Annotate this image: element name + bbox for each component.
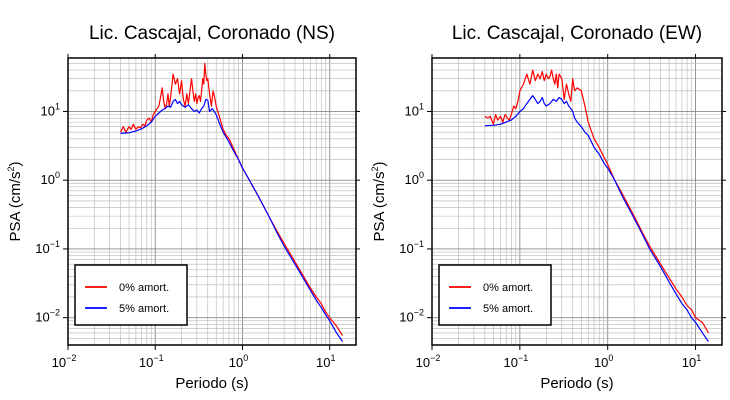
x-tick-label: 100 (594, 353, 613, 370)
chart-panel-0: Lic. Cascajal, Coronado (NS) 10−2 10−1 100 1… (6, 23, 360, 392)
x-tick-label: 10−2 (416, 353, 441, 370)
plot-frame (431, 57, 723, 346)
legend-label-1: 5% amort. (119, 303, 169, 315)
x-tick-label: 101 (682, 353, 701, 370)
legend-box (74, 264, 188, 326)
x-tick-label: 10−2 (52, 353, 77, 370)
x-tick-label: 10−1 (139, 353, 164, 370)
y-tick-label: 100 (41, 170, 60, 187)
x-axis-label: Periodo (s) (175, 375, 248, 392)
x-tick-label: 10−1 (503, 353, 528, 370)
x-axis-label: Periodo (s) (540, 375, 613, 392)
y-axis-label: PSA (cm/s2) (6, 161, 24, 241)
series-line-1 (484, 94, 709, 342)
chart-title: Lic. Cascajal, Coronado (NS) (89, 23, 335, 44)
legend-label-0: 0% amort. (119, 282, 169, 294)
legend-box (438, 264, 552, 326)
y-tick-label: 10−2 (399, 308, 424, 325)
y-tick-label: 100 (405, 170, 424, 187)
series-line-1 (120, 98, 343, 342)
x-tick-label: 101 (316, 353, 335, 370)
legend-label-1: 5% amort. (483, 303, 533, 315)
legend: 0% amort. 5% amort. (74, 264, 188, 326)
y-tick-label: 10−2 (35, 308, 60, 325)
y-axis-label: PSA (cm/s2) (370, 161, 388, 241)
y-tick-label: 101 (405, 101, 424, 118)
x-tick-label: 100 (229, 353, 248, 370)
chart-panel-1: Lic. Cascajal, Coronado (EW) 10−2 10−1 100 1… (370, 23, 726, 392)
legend: 0% amort. 5% amort. (438, 264, 552, 326)
y-tick-label: 10−1 (35, 239, 60, 256)
legend-label-0: 0% amort. (483, 282, 533, 294)
plot-frame (67, 57, 357, 346)
y-tick-label: 10−1 (399, 239, 424, 256)
series-line-0 (484, 69, 709, 334)
chart-title: Lic. Cascajal, Coronado (EW) (452, 23, 702, 44)
y-tick-label: 101 (41, 101, 60, 118)
